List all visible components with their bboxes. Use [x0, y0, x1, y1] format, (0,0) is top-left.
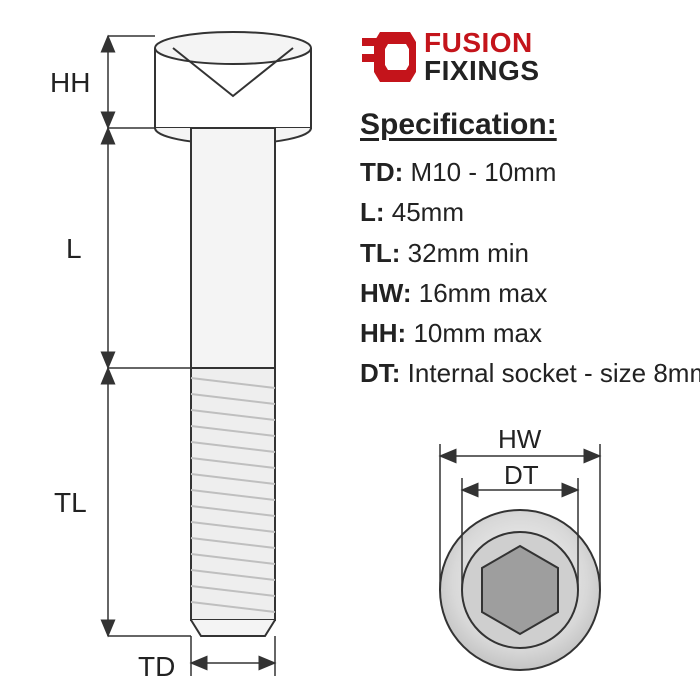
spec-key: L:: [360, 197, 392, 227]
logo-icon: [360, 28, 418, 86]
spec-key: TD:: [360, 157, 411, 187]
brand-name-1: FUSION: [424, 29, 540, 57]
spec-value: 10mm max: [413, 318, 542, 348]
spec-row: HW: 16mm max: [360, 273, 700, 313]
spec-value: M10 - 10mm: [411, 157, 557, 187]
label-hh: HH: [50, 67, 90, 98]
label-tl: TL: [54, 487, 87, 518]
bolt-top-diagram: HW DT: [370, 420, 670, 680]
spec-key: DT:: [360, 358, 408, 388]
spec-title: Specification:: [360, 108, 700, 142]
spec-row: DT: Internal socket - size 8mm: [360, 353, 700, 393]
spec-value: Internal socket - size 8mm: [408, 358, 700, 388]
spec-row: TD: M10 - 10mm: [360, 152, 700, 192]
label-l: L: [66, 233, 82, 264]
specification-panel: Specification: TD: M10 - 10mmL: 45mmTL: …: [360, 108, 700, 394]
brand-name-2: FIXINGS: [424, 57, 540, 85]
spec-key: HW:: [360, 278, 419, 308]
label-td: TD: [138, 651, 175, 682]
bolt-side-diagram: HH L TL TD: [18, 18, 348, 682]
spec-row: TL: 32mm min: [360, 233, 700, 273]
spec-value: 45mm: [392, 197, 464, 227]
brand-logo: FUSION FIXINGS: [360, 28, 540, 86]
spec-key: TL:: [360, 238, 408, 268]
spec-value: 16mm max: [419, 278, 548, 308]
spec-row: HH: 10mm max: [360, 313, 700, 353]
spec-row: L: 45mm: [360, 192, 700, 232]
label-hw: HW: [498, 424, 542, 454]
spec-value: 32mm min: [408, 238, 529, 268]
label-dt: DT: [504, 460, 539, 490]
spec-key: HH:: [360, 318, 413, 348]
